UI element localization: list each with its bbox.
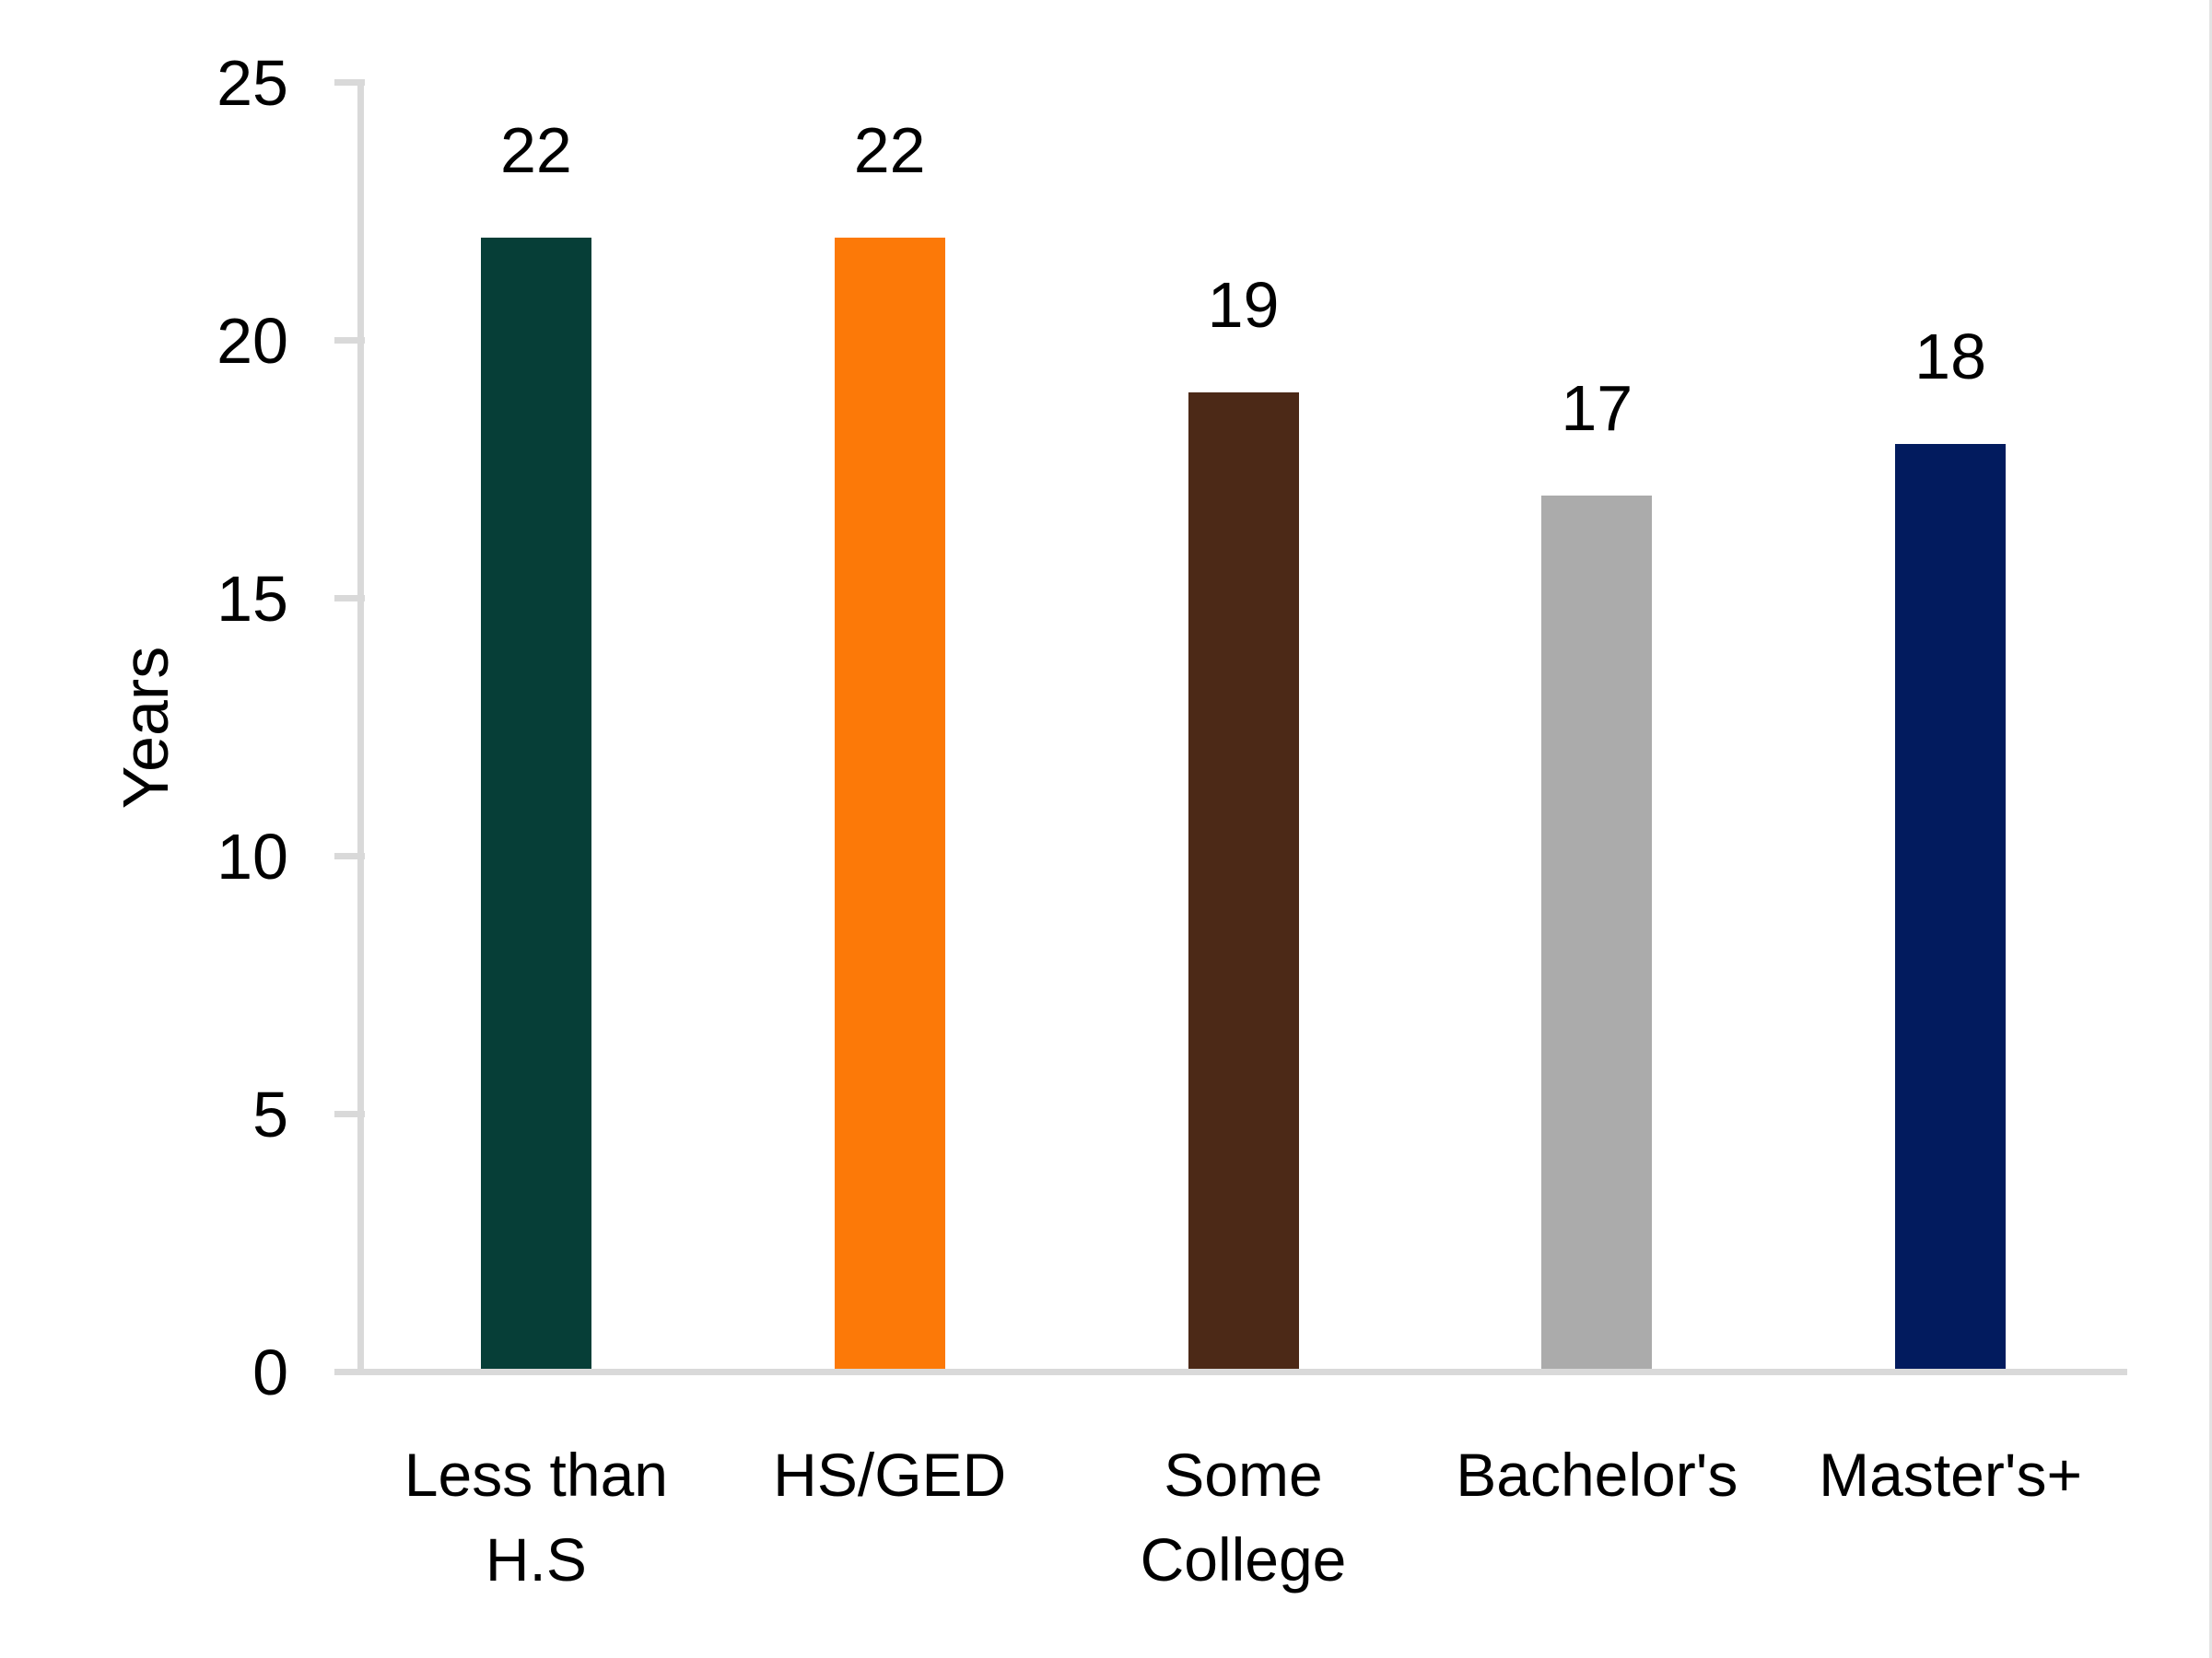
bar-2 bbox=[1188, 392, 1299, 1372]
y-axis-tick-label: 25 bbox=[217, 47, 288, 119]
bar-1 bbox=[834, 238, 945, 1372]
y-axis-tick-label: 15 bbox=[217, 563, 288, 635]
y-axis-tick-label: 20 bbox=[217, 305, 288, 377]
x-axis-line bbox=[334, 1369, 2127, 1375]
y-axis-tick-mark bbox=[334, 1111, 365, 1117]
bar-value-label: 22 bbox=[853, 114, 926, 186]
bar-value-label: 22 bbox=[499, 114, 572, 186]
bar-value-label: 19 bbox=[1207, 269, 1280, 341]
y-axis-tick-mark bbox=[334, 595, 365, 601]
y-axis-line bbox=[357, 83, 364, 1372]
x-axis-category-label: Master's+ bbox=[1819, 1441, 2083, 1509]
y-axis-tick-label: 5 bbox=[252, 1079, 288, 1150]
right-edge-line bbox=[2209, 0, 2212, 1658]
y-axis-tick-label: 0 bbox=[252, 1337, 288, 1408]
bar-4 bbox=[1895, 444, 2007, 1372]
bar-value-label: 17 bbox=[1561, 372, 1633, 444]
bar-value-label: 18 bbox=[1914, 321, 1987, 392]
y-axis-tick-label: 10 bbox=[217, 821, 288, 893]
x-axis-category-label: Bachelor's bbox=[1456, 1441, 1738, 1509]
y-axis-tick-mark bbox=[334, 79, 365, 86]
bar-3 bbox=[1541, 496, 1653, 1372]
x-axis-category-label: Some College bbox=[1140, 1441, 1347, 1594]
y-axis-tick-mark bbox=[334, 337, 365, 344]
y-axis-tick-mark bbox=[334, 853, 365, 859]
x-axis-category-label: HS/GED bbox=[773, 1441, 1007, 1509]
x-axis-category-label: Less than H.S bbox=[404, 1441, 668, 1594]
bar-0 bbox=[480, 238, 591, 1372]
